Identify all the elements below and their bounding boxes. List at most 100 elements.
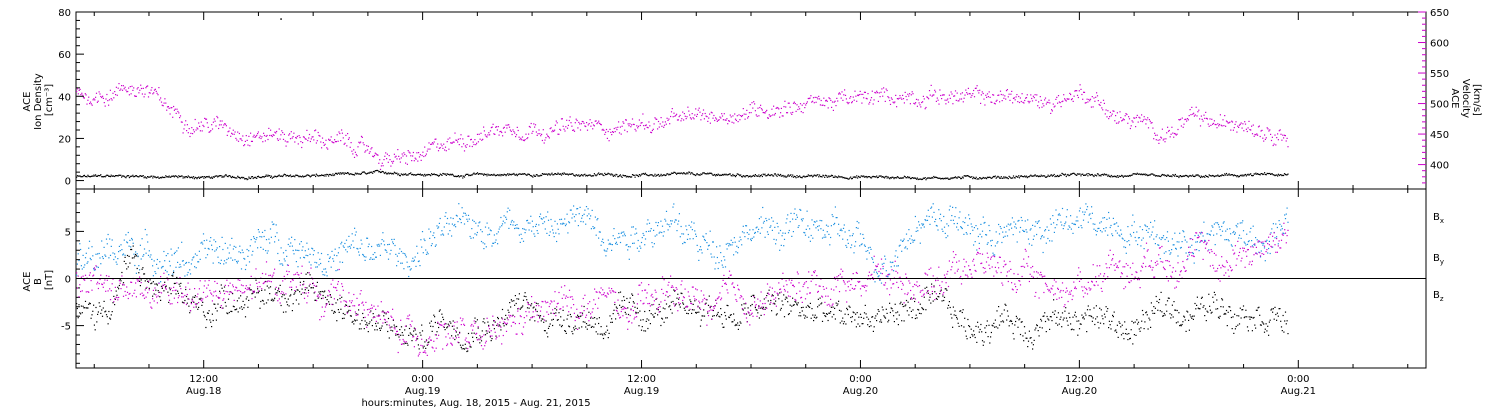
- density-point: [594, 174, 596, 176]
- density-point: [98, 175, 100, 177]
- bx-point: [117, 286, 119, 288]
- velocity-point: [971, 94, 973, 97]
- bx-point: [1172, 316, 1174, 318]
- density-point: [1074, 173, 1076, 175]
- bx-point: [842, 323, 845, 325]
- velocity-point: [575, 118, 577, 120]
- by-point: [388, 243, 390, 245]
- velocity-point: [702, 109, 705, 111]
- velocity-point: [683, 113, 685, 115]
- velocity-point: [647, 127, 649, 129]
- velocity-point: [362, 142, 364, 144]
- bx-point: [531, 303, 533, 305]
- density-point: [739, 175, 741, 177]
- velocity-point: [573, 129, 575, 131]
- density-point: [639, 175, 641, 177]
- bx-point: [755, 309, 757, 311]
- velocity-point: [765, 111, 767, 113]
- bx-point: [756, 309, 758, 311]
- density-point: [238, 176, 240, 179]
- by-point: [456, 215, 458, 217]
- velocity-point: [957, 100, 959, 102]
- density-point: [204, 176, 206, 178]
- bx-point: [262, 300, 264, 302]
- velocity-point: [343, 143, 345, 145]
- by-point: [364, 259, 366, 261]
- by-point: [239, 245, 241, 247]
- density-point: [647, 174, 649, 177]
- density-point: [1211, 175, 1213, 177]
- bx-point: [119, 278, 121, 281]
- velocity-point: [1206, 118, 1208, 120]
- density-point: [552, 174, 554, 176]
- bx-point: [766, 295, 768, 297]
- velocity-point: [602, 128, 604, 130]
- bx-point: [247, 306, 249, 308]
- velocity-point: [777, 107, 779, 109]
- bx-point: [248, 299, 250, 301]
- bx-point: [312, 287, 314, 289]
- bx-point: [231, 310, 233, 313]
- density-point: [115, 175, 117, 177]
- density-point: [539, 175, 541, 177]
- velocity-point: [1015, 96, 1017, 98]
- velocity-point: [1193, 115, 1195, 117]
- bx-point: [667, 296, 669, 298]
- by-point: [215, 241, 217, 243]
- bx-point: [606, 329, 609, 331]
- bx-point: [818, 304, 820, 306]
- density-point: [392, 173, 395, 175]
- density-point: [119, 174, 121, 176]
- density-point: [545, 173, 547, 175]
- by-point: [373, 258, 375, 260]
- density-point: [560, 173, 562, 175]
- velocity-point: [505, 124, 507, 126]
- velocity-point: [1078, 90, 1080, 92]
- bx-point: [643, 330, 645, 332]
- velocity-point: [1093, 97, 1095, 99]
- bx-point: [557, 319, 559, 321]
- bx-point: [523, 295, 525, 297]
- velocity-point: [858, 94, 860, 96]
- density-point: [431, 173, 433, 175]
- bx-point: [987, 336, 989, 338]
- density-point: [803, 175, 805, 177]
- velocity-point: [1048, 99, 1050, 101]
- velocity-point: [1257, 126, 1260, 128]
- by-point: [302, 246, 304, 248]
- by-point: [345, 249, 347, 251]
- bx-point: [118, 284, 120, 287]
- by-point: [426, 251, 428, 253]
- density-point: [1263, 173, 1265, 175]
- bx-point: [398, 336, 400, 338]
- velocity-point: [942, 94, 944, 96]
- bx-point: [690, 301, 692, 303]
- bx-point: [889, 302, 891, 304]
- density-point: [1099, 174, 1101, 176]
- velocity-point: [1089, 100, 1091, 102]
- density-point: [704, 173, 706, 175]
- density-point: [1275, 174, 1277, 176]
- velocity-point: [736, 115, 738, 117]
- velocity-point: [1067, 98, 1069, 100]
- density-point: [295, 174, 298, 176]
- velocity-point: [645, 124, 647, 126]
- bx-point: [110, 314, 112, 316]
- bx-point: [253, 291, 255, 293]
- by-point: [462, 215, 464, 218]
- by-point: [225, 262, 227, 264]
- bx-point: [217, 303, 219, 305]
- density-point: [278, 174, 280, 176]
- bx-point: [979, 328, 981, 331]
- bx-point: [563, 319, 565, 321]
- by-point: [107, 233, 109, 236]
- velocity-point: [1242, 123, 1244, 125]
- density-point: [657, 173, 660, 176]
- velocity-point: [1146, 119, 1148, 121]
- density-point: [773, 175, 775, 177]
- velocity-point: [1227, 122, 1229, 124]
- density-point: [579, 175, 581, 177]
- bx-point: [943, 296, 946, 298]
- density-point: [299, 175, 301, 177]
- velocity-point: [448, 148, 450, 150]
